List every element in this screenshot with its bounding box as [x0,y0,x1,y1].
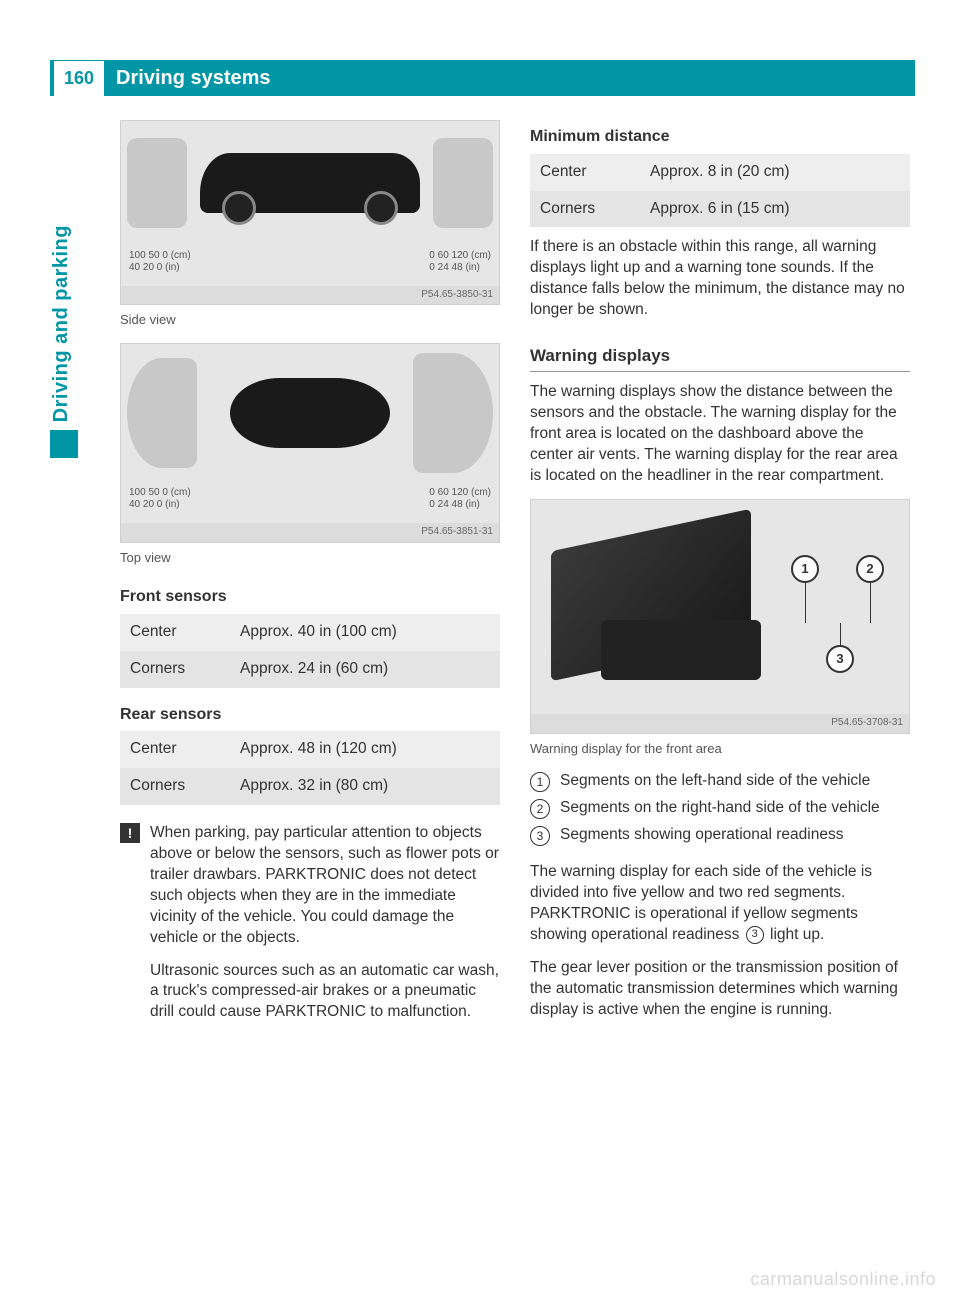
car-side-silhouette [200,153,420,213]
scale-text: 100 50 0 (cm) [129,250,191,262]
legend-text: Segments showing operational readiness [560,825,843,846]
callout-3: 3 [826,645,854,673]
cell-label: Corners [540,199,650,220]
left-column: 100 50 0 (cm) 40 20 0 (in) 0 60 120 (cm)… [120,120,500,1242]
legend-number: 3 [530,826,550,846]
note-paragraph: When parking, pay particular attention t… [150,823,500,949]
inline-callout: 3 [746,926,764,944]
figure-caption: Warning display for the front area [530,740,910,758]
side-tab-marker [50,430,78,458]
table-row: Center Approx. 40 in (100 cm) [120,614,500,651]
table-row: Corners Approx. 24 in (60 cm) [120,651,500,688]
rear-sensors-table: Center Approx. 48 in (120 cm) Corners Ap… [120,731,500,805]
header-bar: 160 Driving systems [50,60,915,96]
sensor-cone-front [127,138,187,228]
legend-number: 2 [530,799,550,819]
cell-value: Approx. 24 in (60 cm) [240,659,490,680]
figure-warning-display: 1 2 3 P54.65-3708-31 [530,499,910,734]
scale-text: 40 20 0 (in) [129,262,191,274]
scale-text: 0 60 120 (cm) [429,250,491,262]
legend-number: 1 [530,772,550,792]
watermark: carmanualsonline.info [750,1269,936,1290]
cell-label: Corners [130,776,240,797]
figure-scale-row: 100 50 0 (cm) 40 20 0 (in) 0 60 120 (cm)… [121,483,499,523]
scale-right: 0 60 120 (cm) 0 24 48 (in) [429,487,491,521]
sensor-cone-front [127,358,197,468]
figure-caption: Side view [120,311,500,329]
legend-item: 1 Segments on the left-hand side of the … [530,771,910,792]
callout-2: 2 [856,555,884,583]
cell-value: Approx. 32 in (80 cm) [240,776,490,797]
legend-text: Segments on the right-hand side of the v… [560,798,880,819]
side-tab: Driving and parking [50,225,80,458]
figure-scale-row: 100 50 0 (cm) 40 20 0 (in) 0 60 120 (cm)… [121,246,499,286]
figure-code: P54.65-3708-31 [531,714,909,733]
manual-page: 160 Driving systems Driving and parking … [0,0,960,1302]
front-sensors-heading: Front sensors [120,586,500,608]
warning-icon: ! [120,823,140,843]
scale-text: 0 60 120 (cm) [429,487,491,499]
paragraph: If there is an obstacle within this rang… [530,237,910,321]
figure-code: P54.65-3850-31 [121,286,499,305]
scale-text: 0 24 48 (in) [429,262,491,274]
paragraph: The warning displays show the distance b… [530,382,910,487]
paragraph: The warning display for each side of the… [530,862,910,946]
sensor-cone-rear [433,138,493,228]
legend-list: 1 Segments on the left-hand side of the … [530,771,910,852]
scale-right: 0 60 120 (cm) 0 24 48 (in) [429,250,491,284]
legend-item: 3 Segments showing operational readiness [530,825,910,846]
cell-value: Approx. 48 in (120 cm) [240,739,490,760]
table-row: Center Approx. 8 in (20 cm) [530,154,910,191]
text-run: light up. [766,926,825,943]
figure-side-canvas [121,121,499,246]
leader-line [805,583,806,623]
note-paragraph: Ultrasonic sources such as an automatic … [150,961,500,1024]
content-area: 100 50 0 (cm) 40 20 0 (in) 0 60 120 (cm)… [120,120,910,1242]
page-number: 160 [54,61,104,96]
cell-value: Approx. 8 in (20 cm) [650,162,900,183]
scale-text: 100 50 0 (cm) [129,487,191,499]
table-row: Center Approx. 48 in (120 cm) [120,731,500,768]
figure-side-view: 100 50 0 (cm) 40 20 0 (in) 0 60 120 (cm)… [120,120,500,305]
warning-note: ! When parking, pay particular attention… [120,823,500,1035]
cell-label: Center [130,739,240,760]
side-tab-text: Driving and parking [50,225,73,422]
rear-sensors-heading: Rear sensors [120,704,500,726]
scale-left: 100 50 0 (cm) 40 20 0 (in) [129,250,191,284]
cell-label: Corners [130,659,240,680]
paragraph: The gear lever position or the transmiss… [530,958,910,1021]
air-vents-shape [601,620,761,680]
legend-item: 2 Segments on the right-hand side of the… [530,798,910,819]
minimum-distance-table: Center Approx. 8 in (20 cm) Corners Appr… [530,154,910,228]
callout-1: 1 [791,555,819,583]
cell-label: Center [540,162,650,183]
figure-code: P54.65-3851-31 [121,523,499,542]
leader-line [840,623,841,647]
scale-left: 100 50 0 (cm) 40 20 0 (in) [129,487,191,521]
cell-label: Center [130,622,240,643]
figure-top-view: 100 50 0 (cm) 40 20 0 (in) 0 60 120 (cm)… [120,343,500,543]
header-title: Driving systems [116,67,271,90]
figure-caption: Top view [120,549,500,567]
warning-displays-heading: Warning displays [530,345,910,372]
front-sensors-table: Center Approx. 40 in (100 cm) Corners Ap… [120,614,500,688]
car-top-silhouette [230,378,390,448]
figure-top-canvas [121,344,499,484]
leader-line [870,583,871,623]
cell-value: Approx. 40 in (100 cm) [240,622,490,643]
legend-text: Segments on the left-hand side of the ve… [560,771,870,792]
warning-text: When parking, pay particular attention t… [150,823,500,1035]
sensor-cone-rear [413,353,493,473]
cell-value: Approx. 6 in (15 cm) [650,199,900,220]
table-row: Corners Approx. 6 in (15 cm) [530,191,910,228]
scale-text: 0 24 48 (in) [429,499,491,511]
minimum-distance-heading: Minimum distance [530,126,910,148]
right-column: Minimum distance Center Approx. 8 in (20… [530,120,910,1242]
table-row: Corners Approx. 32 in (80 cm) [120,768,500,805]
scale-text: 40 20 0 (in) [129,499,191,511]
